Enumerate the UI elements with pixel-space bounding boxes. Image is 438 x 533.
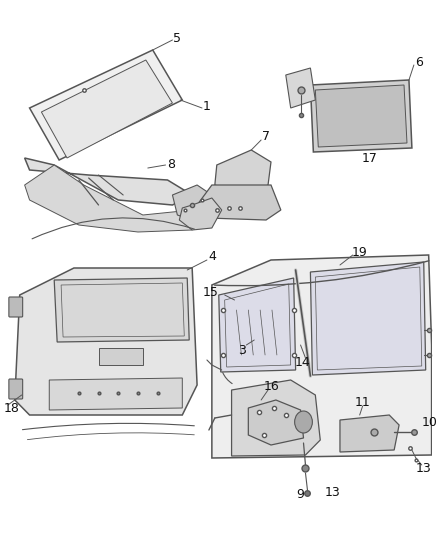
Polygon shape bbox=[197, 185, 281, 220]
Text: 5: 5 bbox=[173, 31, 181, 44]
Polygon shape bbox=[315, 85, 407, 147]
Text: 6: 6 bbox=[415, 55, 423, 69]
Text: 3: 3 bbox=[238, 343, 246, 357]
Polygon shape bbox=[179, 198, 222, 230]
Text: 16: 16 bbox=[264, 381, 280, 393]
Text: 8: 8 bbox=[167, 157, 176, 171]
Text: 18: 18 bbox=[4, 401, 20, 415]
Polygon shape bbox=[99, 348, 143, 365]
Text: 15: 15 bbox=[203, 287, 219, 300]
Polygon shape bbox=[232, 380, 320, 456]
Text: 19: 19 bbox=[352, 246, 367, 259]
FancyBboxPatch shape bbox=[9, 379, 23, 399]
FancyBboxPatch shape bbox=[9, 297, 23, 317]
Polygon shape bbox=[15, 268, 197, 415]
Polygon shape bbox=[215, 150, 271, 195]
Polygon shape bbox=[25, 158, 192, 205]
Polygon shape bbox=[311, 80, 412, 152]
Polygon shape bbox=[340, 415, 399, 452]
Polygon shape bbox=[286, 68, 315, 108]
Ellipse shape bbox=[295, 411, 312, 433]
Polygon shape bbox=[212, 255, 431, 458]
Polygon shape bbox=[25, 165, 192, 232]
Text: 9: 9 bbox=[297, 489, 304, 502]
Text: 4: 4 bbox=[208, 251, 216, 263]
Text: 13: 13 bbox=[416, 462, 431, 474]
Polygon shape bbox=[173, 185, 212, 220]
Text: 10: 10 bbox=[422, 416, 438, 429]
Text: 11: 11 bbox=[355, 397, 371, 409]
Text: 7: 7 bbox=[262, 131, 270, 143]
Polygon shape bbox=[54, 278, 189, 342]
Text: 1: 1 bbox=[203, 101, 211, 114]
Polygon shape bbox=[49, 378, 182, 410]
Polygon shape bbox=[219, 278, 296, 372]
Text: 14: 14 bbox=[295, 357, 311, 369]
Polygon shape bbox=[41, 60, 173, 158]
Text: 17: 17 bbox=[362, 151, 378, 165]
Text: 13: 13 bbox=[324, 486, 340, 498]
Polygon shape bbox=[29, 50, 182, 160]
Polygon shape bbox=[311, 262, 426, 375]
Polygon shape bbox=[248, 400, 304, 445]
